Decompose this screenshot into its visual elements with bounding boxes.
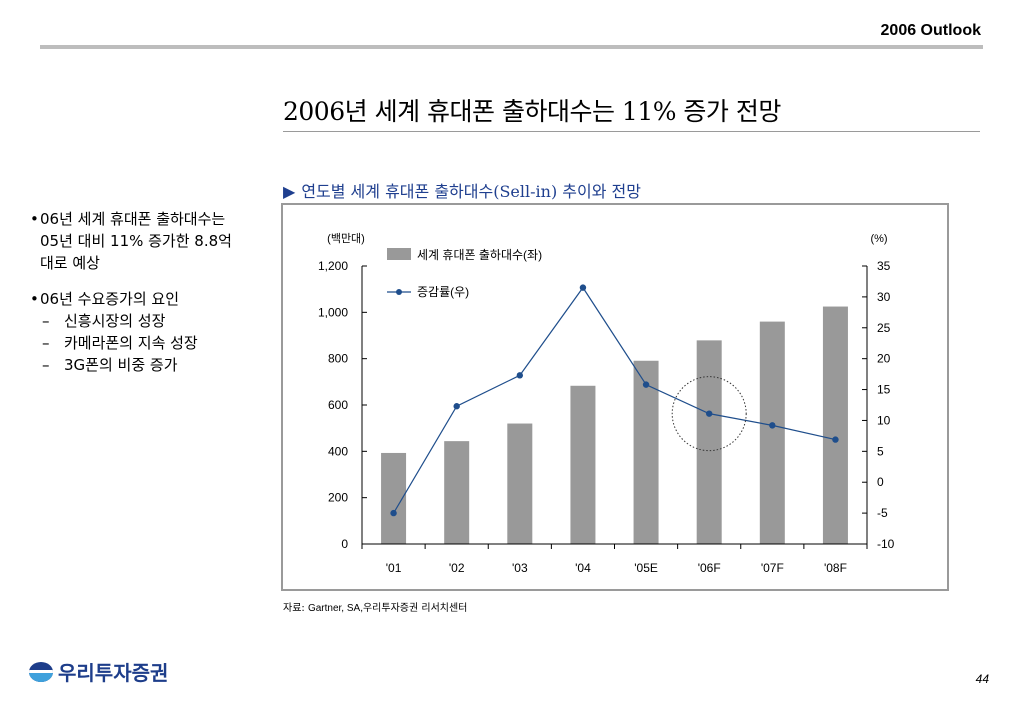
left-tick-label: 1,200 xyxy=(318,259,348,273)
left-tick-label: 800 xyxy=(328,352,348,366)
x-tick-label: '08F xyxy=(824,561,847,575)
left-tick-label: 0 xyxy=(341,537,348,551)
bullet-dot-icon: • xyxy=(30,210,39,228)
x-tick-label: '04 xyxy=(575,561,591,575)
chart-subtitle: ▶ 연도별 세계 휴대폰 출하대수(Sell-in) 추이와 전망 xyxy=(283,178,641,202)
source-korean: 우리투자증권 리서치센터 xyxy=(362,603,468,614)
company-logo: 우리투자증권 xyxy=(28,657,168,686)
bar xyxy=(822,306,848,544)
logo-text: 우리투자증권 xyxy=(58,661,169,685)
logo-emblem-icon xyxy=(29,661,53,682)
left-tick-label: 200 xyxy=(328,491,348,505)
sub-bullet-item: – 카메라폰의 지속 성장 xyxy=(40,332,245,354)
left-tick-label: 400 xyxy=(328,444,348,458)
left-tick-label: 600 xyxy=(328,398,348,412)
growth-point xyxy=(453,403,460,410)
growth-point xyxy=(705,410,713,417)
highlight-circle xyxy=(671,376,747,452)
dash-icon: – xyxy=(42,356,50,374)
sub-bullet-text: 카메라폰의 지속 성장 xyxy=(64,334,198,352)
bar xyxy=(570,385,596,544)
growth-point xyxy=(769,422,776,429)
bar xyxy=(759,321,785,544)
growth-point xyxy=(579,284,587,291)
bullet-item: • 06년 세계 휴대폰 출하대수는 05년 대비 11% 증가한 8.8억대로… xyxy=(30,208,245,274)
source-prefix: 자료: xyxy=(283,603,308,614)
right-tick-label: -10 xyxy=(877,537,895,551)
right-tick-label: 20 xyxy=(877,352,891,366)
x-tick-label: '07F xyxy=(761,561,784,575)
sub-bullet-text: 3G폰의 비중 증가 xyxy=(64,356,178,374)
right-tick-label: 25 xyxy=(877,321,891,335)
sub-bullet-item: – 신흥시장의 성장 xyxy=(40,310,245,332)
chart-subtitle-text: 연도별 세계 휴대폰 출하대수(Sell-in) 추이와 전망 xyxy=(301,182,641,201)
right-tick-label: 35 xyxy=(877,259,891,273)
bullet-list: • 06년 세계 휴대폰 출하대수는 05년 대비 11% 증가한 8.8억대로… xyxy=(30,208,245,390)
legend-line-marker xyxy=(396,289,402,295)
bullet-text: 06년 세계 휴대폰 출하대수는 05년 대비 11% 증가한 8.8억대로 예… xyxy=(40,210,232,272)
bullet-dot-icon: • xyxy=(30,290,39,308)
right-axis-unit: (%) xyxy=(870,233,887,245)
page-number: 44 xyxy=(975,672,989,686)
right-tick-label: -5 xyxy=(877,506,888,520)
sub-bullet-item: –3G폰의 비중 증가 xyxy=(40,354,245,376)
header-divider xyxy=(40,45,983,49)
bar xyxy=(696,340,722,544)
right-tick-label: 30 xyxy=(877,290,891,304)
right-tick-label: 5 xyxy=(877,444,884,458)
x-tick-label: '05E xyxy=(634,561,658,575)
combo-chart: 0 200 400 600 800 1,000 1,200 -10 -5 0 5 10 15 20 25 30… xyxy=(318,232,895,575)
bar xyxy=(507,423,533,544)
left-axis-unit: (백만대) xyxy=(327,232,365,245)
source-english: Gartner, SA, xyxy=(307,603,363,614)
bullet-text: 06년 수요증가의 요인 xyxy=(40,290,180,308)
growth-point xyxy=(390,509,397,517)
right-tick-label: 0 xyxy=(877,475,884,489)
growth-point xyxy=(642,381,650,388)
x-tick-label: '02 xyxy=(449,561,465,575)
dash-icon: – xyxy=(42,334,50,352)
title-divider xyxy=(283,131,980,132)
x-tick-label: '06F xyxy=(698,561,721,575)
x-tick-label: '03 xyxy=(512,561,528,575)
sub-bullet-text: 신흥시장의 성장 xyxy=(64,312,166,330)
right-tick-label: 10 xyxy=(877,413,891,427)
legend-line-label: 증감률(우) xyxy=(417,285,469,299)
triangle-bullet-icon: ▶ xyxy=(283,182,296,201)
page-title: 2006년 세계 휴대폰 출하대수는 11% 증가 전망 xyxy=(283,97,781,126)
source-note: 자료: Gartner, SA,우리투자증권 리서치센터 xyxy=(283,599,467,614)
chart-frame: 0 200 400 600 800 1,000 1,200 -10 -5 0 5 10 15 20 25 30… xyxy=(281,203,949,591)
x-tick-label: '01 xyxy=(386,561,402,575)
legend-bar-swatch xyxy=(387,248,411,260)
bar xyxy=(444,441,470,544)
left-tick-label: 1,000 xyxy=(318,305,348,319)
header-title: 2006 Outlook xyxy=(880,22,981,39)
legend-bar-label: 세계 휴대폰 출하대수(좌) xyxy=(417,248,542,262)
dash-icon: – xyxy=(42,312,50,330)
growth-line xyxy=(393,286,836,514)
growth-point xyxy=(516,372,524,379)
growth-point xyxy=(832,436,839,443)
bullet-item: • 06년 수요증가의 요인 – 신흥시장의 성장 – 카메라폰의 지속 성장 –3… xyxy=(30,288,245,376)
right-tick-label: 15 xyxy=(877,383,891,397)
bar xyxy=(633,360,659,544)
